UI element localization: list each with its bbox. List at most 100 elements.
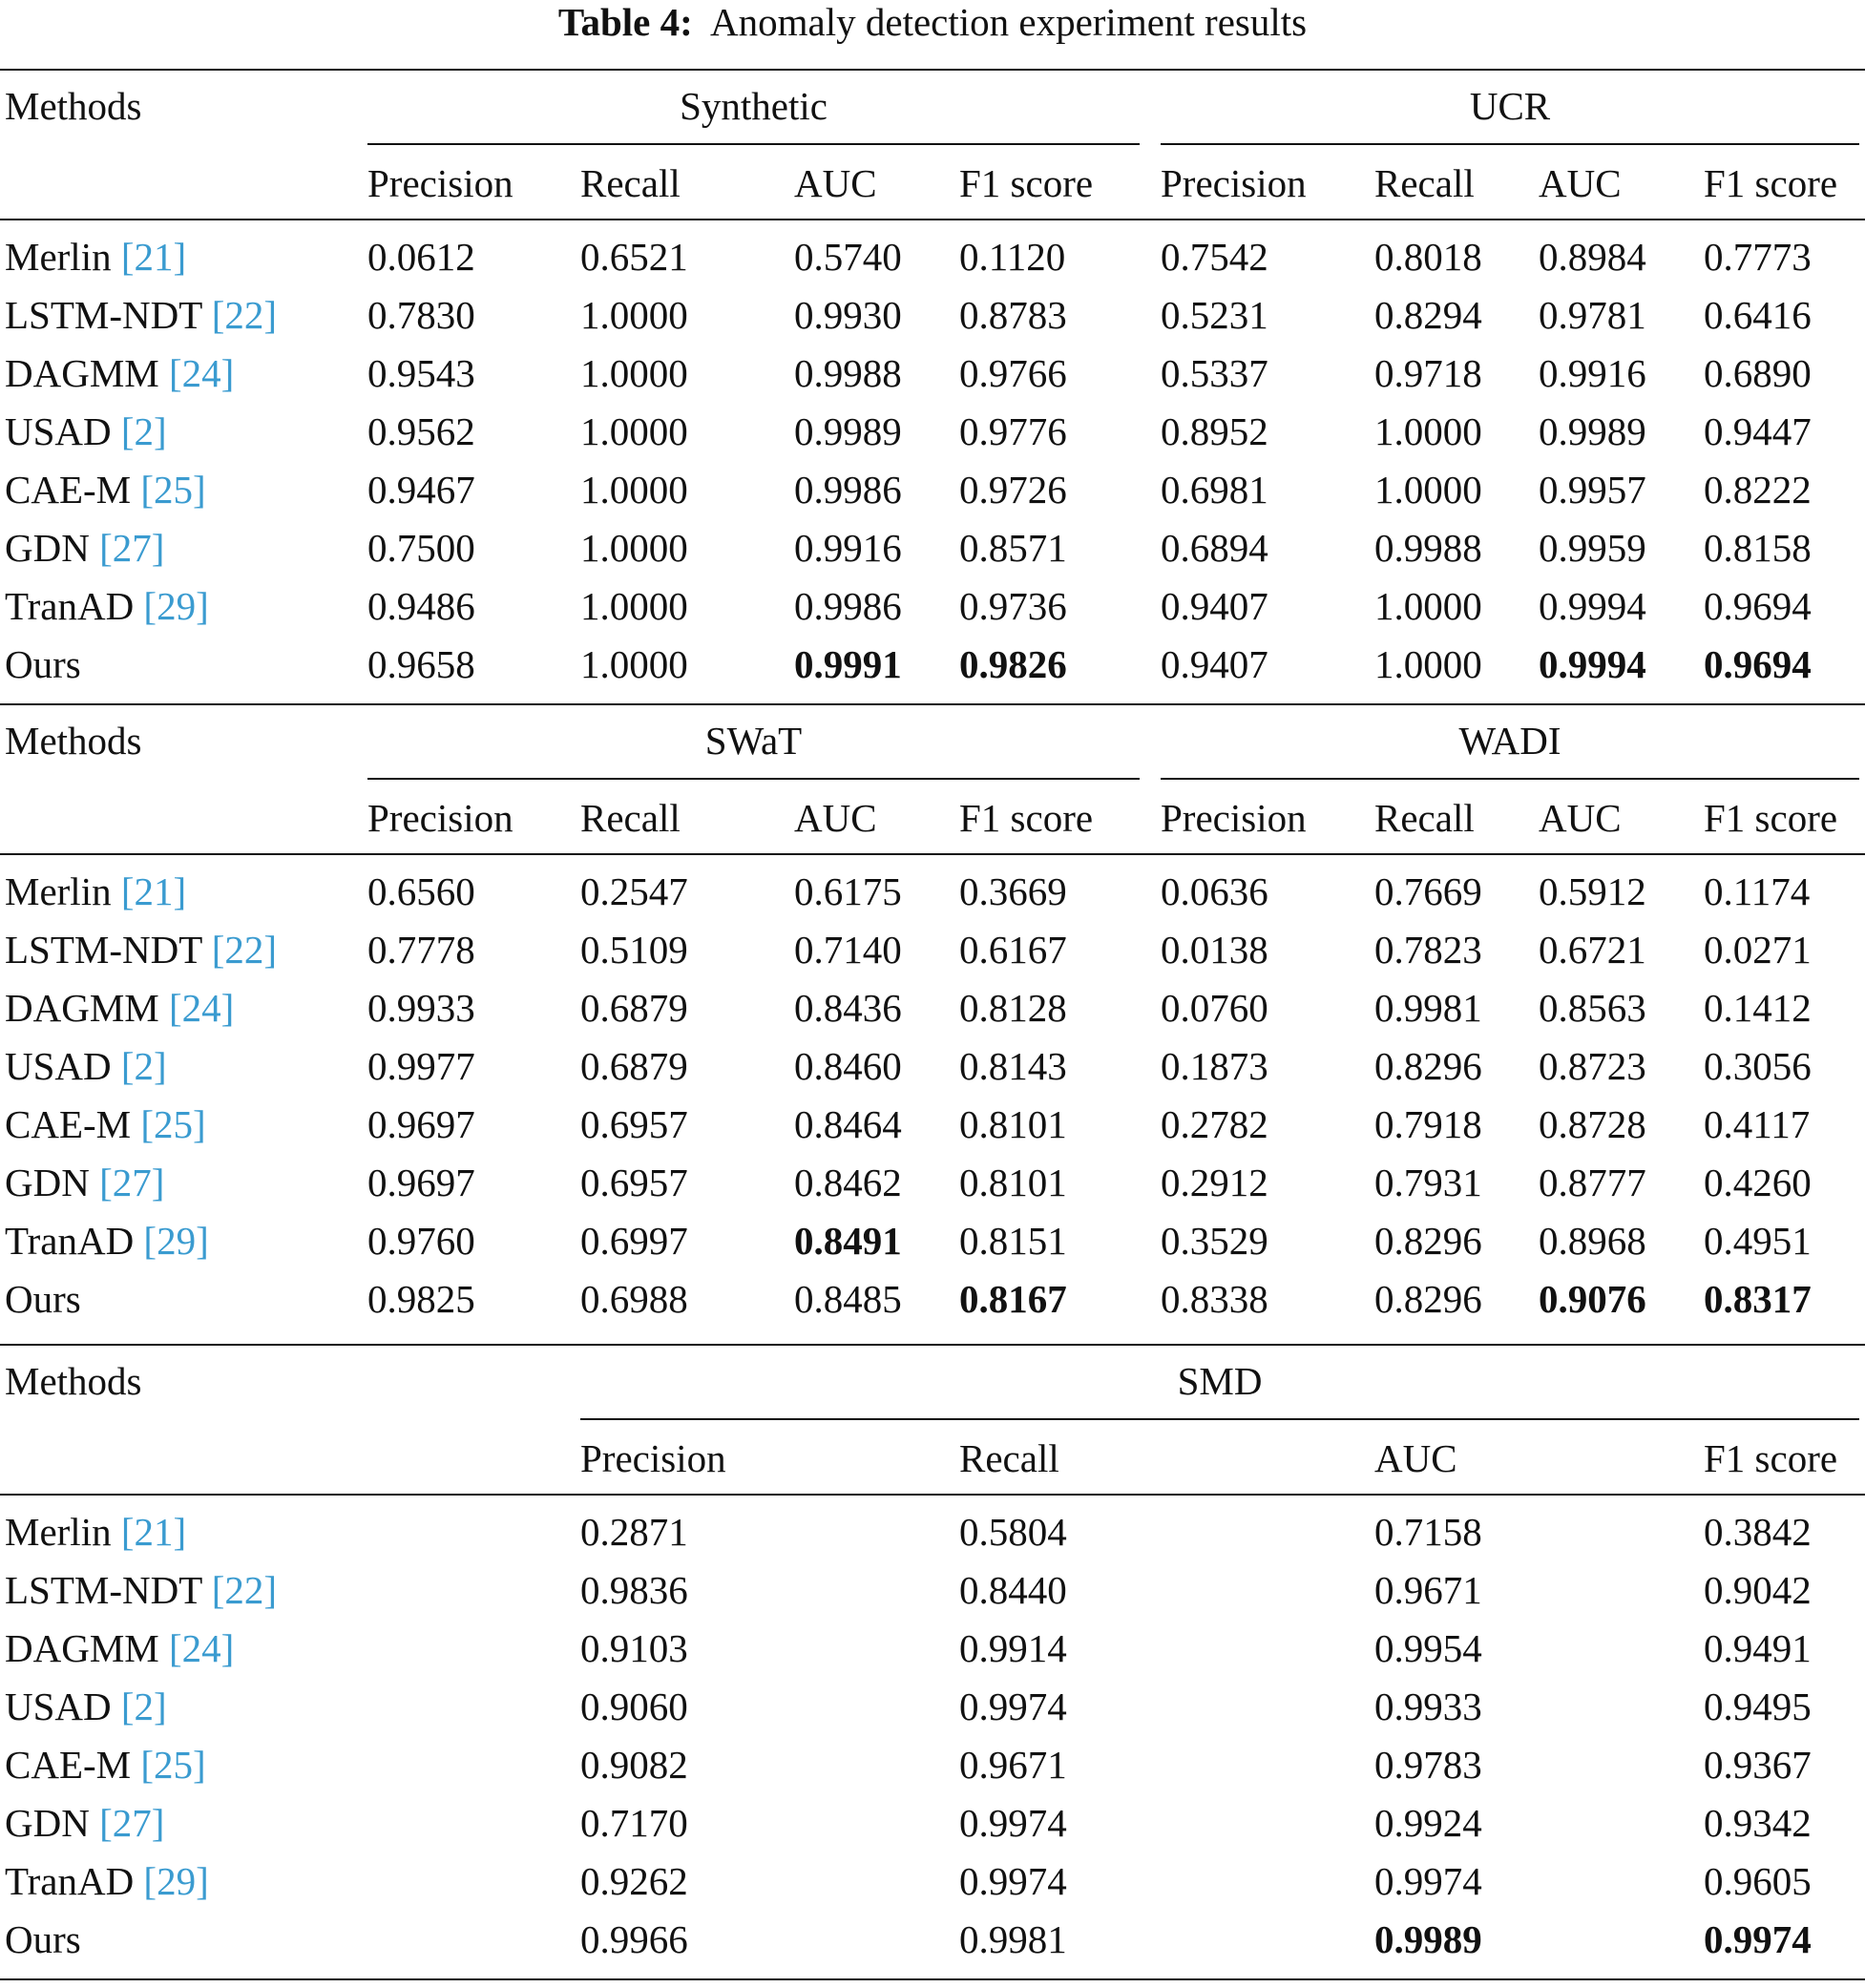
value-cell: 0.9697 bbox=[367, 1161, 475, 1204]
value-cell: 0.8151 bbox=[959, 1219, 1067, 1263]
group-header: UCR bbox=[1469, 84, 1551, 128]
value-cell: 0.6957 bbox=[580, 1161, 688, 1204]
value-cell: 0.5109 bbox=[580, 928, 688, 972]
value-cell: 0.9981 bbox=[959, 1917, 1067, 1961]
value-cell: 0.9954 bbox=[1374, 1626, 1482, 1670]
method-name: DAGMM bbox=[5, 351, 159, 395]
value-cell: 0.8296 bbox=[1374, 1044, 1482, 1088]
value-cell: 0.8294 bbox=[1374, 293, 1482, 337]
method-name: GDN bbox=[5, 1161, 90, 1204]
value-cell: 0.9974 bbox=[1704, 1917, 1812, 1961]
value-cell: 0.5231 bbox=[1161, 293, 1268, 337]
method-cell: TranAD [29] bbox=[5, 582, 209, 630]
method-name: DAGMM bbox=[5, 986, 159, 1030]
value-cell: 0.9766 bbox=[959, 351, 1067, 395]
value-cell: 0.9933 bbox=[367, 986, 475, 1030]
citation: [22] bbox=[211, 928, 278, 972]
value-cell: 0.9783 bbox=[1374, 1743, 1482, 1787]
value-cell: 0.2912 bbox=[1161, 1161, 1268, 1204]
value-cell: 0.9671 bbox=[959, 1743, 1067, 1787]
method-cell: GDN [27] bbox=[5, 1159, 164, 1206]
value-cell: 0.9989 bbox=[1374, 1917, 1482, 1961]
value-cell: 0.6521 bbox=[580, 235, 688, 279]
value-cell: 0.2547 bbox=[580, 869, 688, 913]
method-name: GDN bbox=[5, 1801, 90, 1845]
rule bbox=[367, 143, 1140, 145]
value-cell: 0.7500 bbox=[367, 526, 475, 570]
citation: [25] bbox=[140, 1102, 206, 1146]
value-cell: 0.6890 bbox=[1704, 351, 1812, 395]
value-cell: 0.8436 bbox=[794, 986, 902, 1030]
column-header: Recall bbox=[959, 1436, 1059, 1480]
table-caption: Anomaly detection experiment results bbox=[710, 0, 1308, 44]
value-cell: 0.5337 bbox=[1161, 351, 1268, 395]
method-name: TranAD bbox=[5, 1859, 135, 1903]
rule bbox=[0, 1494, 1865, 1496]
method-name: Ours bbox=[5, 642, 81, 686]
citation: [22] bbox=[211, 293, 278, 337]
value-cell: 0.7170 bbox=[580, 1801, 688, 1845]
method-name: Merlin bbox=[5, 869, 112, 913]
value-cell: 0.7931 bbox=[1374, 1161, 1482, 1204]
citation: [25] bbox=[140, 468, 206, 512]
group-header: WADI bbox=[1458, 719, 1561, 763]
citation: [25] bbox=[140, 1743, 206, 1787]
citation: [29] bbox=[143, 1859, 209, 1903]
method-cell: TranAD [29] bbox=[5, 1217, 209, 1265]
rule bbox=[0, 69, 1865, 71]
value-cell: 0.9988 bbox=[794, 351, 902, 395]
method-cell: Merlin [21] bbox=[5, 233, 186, 281]
value-cell: 0.8777 bbox=[1539, 1161, 1646, 1204]
value-cell: 0.9367 bbox=[1704, 1743, 1812, 1787]
value-cell: 0.9781 bbox=[1539, 293, 1646, 337]
method-cell: CAE-M [25] bbox=[5, 1100, 206, 1148]
method-name: LSTM-NDT bbox=[5, 1568, 202, 1612]
value-cell: 0.8296 bbox=[1374, 1277, 1482, 1321]
value-cell: 0.9914 bbox=[959, 1626, 1067, 1670]
value-cell: 0.8128 bbox=[959, 986, 1067, 1030]
value-cell: 0.9407 bbox=[1161, 642, 1268, 686]
column-header: Precision bbox=[367, 161, 513, 205]
value-cell: 1.0000 bbox=[580, 526, 688, 570]
citation: [2] bbox=[120, 409, 167, 453]
value-cell: 0.3529 bbox=[1161, 1219, 1268, 1263]
value-cell: 1.0000 bbox=[1374, 642, 1482, 686]
value-cell: 0.1873 bbox=[1161, 1044, 1268, 1088]
value-cell: 0.9671 bbox=[1374, 1568, 1482, 1612]
value-cell: 0.9974 bbox=[959, 1801, 1067, 1845]
value-cell: 0.9697 bbox=[367, 1102, 475, 1146]
method-name: CAE-M bbox=[5, 1102, 132, 1146]
value-cell: 0.9726 bbox=[959, 468, 1067, 512]
method-cell: LSTM-NDT [22] bbox=[5, 291, 277, 339]
value-cell: 0.8338 bbox=[1161, 1277, 1268, 1321]
value-cell: 0.8296 bbox=[1374, 1219, 1482, 1263]
method-name: USAD bbox=[5, 1685, 112, 1728]
rule bbox=[1161, 143, 1859, 145]
method-name: TranAD bbox=[5, 1219, 135, 1263]
value-cell: 0.8460 bbox=[794, 1044, 902, 1088]
value-cell: 0.6879 bbox=[580, 986, 688, 1030]
column-header: AUC bbox=[1539, 161, 1622, 205]
citation: [27] bbox=[99, 1801, 165, 1845]
value-cell: 0.9994 bbox=[1539, 642, 1646, 686]
method-name: USAD bbox=[5, 409, 112, 453]
value-cell: 0.0138 bbox=[1161, 928, 1268, 972]
value-cell: 0.7140 bbox=[794, 928, 902, 972]
method-cell: DAGMM [24] bbox=[5, 984, 234, 1032]
value-cell: 0.9924 bbox=[1374, 1801, 1482, 1845]
citation: [27] bbox=[99, 526, 165, 570]
value-cell: 1.0000 bbox=[1374, 409, 1482, 453]
value-cell: 0.9562 bbox=[367, 409, 475, 453]
citation: [24] bbox=[169, 351, 235, 395]
group-header: SMD bbox=[1177, 1359, 1263, 1403]
value-cell: 0.9991 bbox=[794, 642, 902, 686]
method-name: GDN bbox=[5, 526, 90, 570]
value-cell: 1.0000 bbox=[1374, 584, 1482, 628]
value-cell: 0.9760 bbox=[367, 1219, 475, 1263]
value-cell: 0.6981 bbox=[1161, 468, 1268, 512]
column-header: Recall bbox=[580, 796, 681, 840]
value-cell: 0.9694 bbox=[1704, 584, 1812, 628]
method-name: CAE-M bbox=[5, 468, 132, 512]
citation: [24] bbox=[169, 986, 235, 1030]
value-cell: 0.9694 bbox=[1704, 642, 1812, 686]
